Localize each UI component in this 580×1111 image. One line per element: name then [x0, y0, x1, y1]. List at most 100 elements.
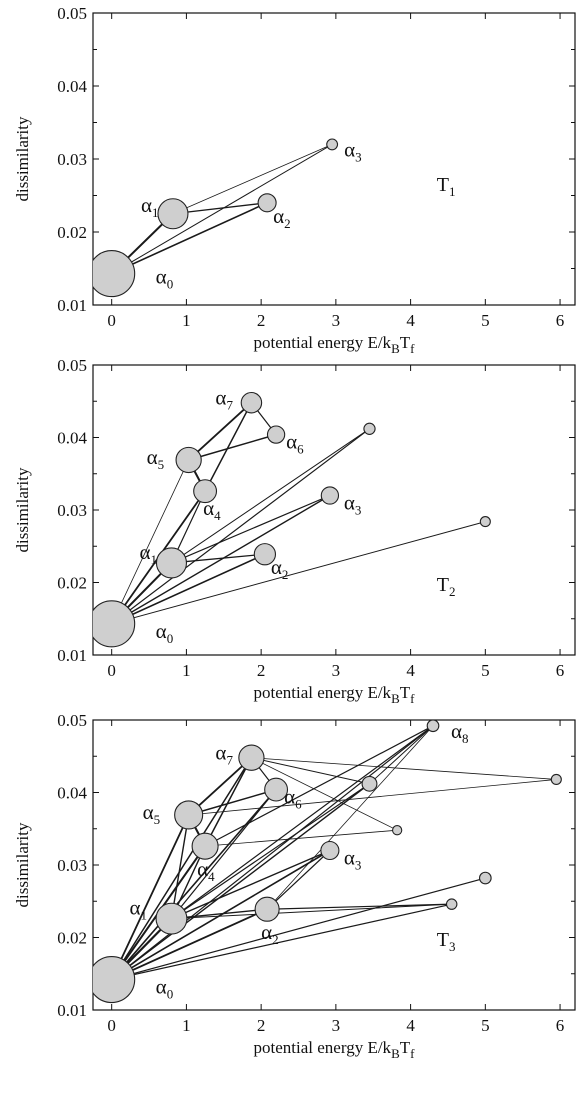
x-axis-title: potential energy E/kBTf [254, 333, 416, 356]
x-axis-title-subscript: B [391, 341, 400, 356]
x-tick-label: 4 [406, 311, 415, 330]
node-b2 [479, 516, 491, 528]
x-tick-label: 0 [107, 661, 116, 680]
plot-area [93, 138, 339, 298]
x-tick-label: 2 [257, 661, 266, 680]
y-axis-title: dissimilarity [13, 467, 32, 553]
node-a6 [264, 777, 289, 802]
edge-b1-a8 [368, 725, 434, 785]
node-label-a5-subscript: 5 [158, 457, 165, 472]
node-label-a2-symbol: α [273, 204, 284, 228]
node-label-a3: α3 [344, 846, 362, 873]
x-axis-title-subscript: B [391, 691, 400, 706]
edge-a1-a2 [172, 202, 268, 215]
x-axis-title-subscript: f [410, 1046, 415, 1061]
x-axis-title-subscript: f [410, 691, 415, 706]
node-a1 [155, 547, 188, 579]
edge-a0-b2 [111, 521, 486, 625]
node-label-a6: α6 [286, 430, 304, 457]
edge-a1-a8 [170, 725, 434, 920]
edge-a4-a8 [204, 725, 434, 847]
edge-a0-b2 [111, 877, 486, 981]
x-axis-title: potential energy E/kBTf [254, 683, 416, 706]
panel-label-subscript: 3 [449, 939, 456, 954]
node-label-a2-subscript: 2 [282, 567, 289, 582]
node-label-a5: α5 [147, 445, 165, 472]
panel-label: T2 [437, 574, 456, 599]
edge-a0-a3 [111, 143, 333, 275]
node-label-a1: α1 [141, 193, 159, 220]
node-label-a3-subscript: 3 [355, 149, 362, 164]
edge-a0-a2 [110, 908, 269, 981]
x-tick-label: 4 [406, 661, 415, 680]
y-tick-label: 0.05 [57, 356, 87, 375]
node-label-a5-symbol: α [147, 445, 158, 469]
node-label-a0-symbol: α [156, 265, 167, 289]
node-label-a3-symbol: α [344, 137, 355, 161]
x-tick-label: 6 [556, 1016, 565, 1035]
edge-a0-a2 [110, 553, 266, 625]
node-label-a0: α0 [156, 975, 174, 1002]
node-label-a1: α1 [129, 896, 147, 923]
panel-label: T1 [437, 174, 456, 199]
node-b5 [391, 825, 403, 836]
edge-a0-a6 [110, 788, 277, 981]
edge-a2-a8 [266, 725, 434, 910]
node-label-a7-subscript: 7 [226, 398, 233, 413]
node-a0 [93, 956, 136, 1004]
node-b4 [550, 773, 562, 786]
edge-a1-b1 [170, 783, 371, 920]
edge-a7-b1 [250, 757, 370, 785]
node-label-a4: α4 [197, 857, 215, 884]
node-label-a7-symbol: α [215, 386, 226, 410]
x-tick-label: 3 [332, 661, 341, 680]
x-tick-label: 0 [107, 311, 116, 330]
edge-a4-b5 [204, 829, 398, 847]
x-axis-title-subscript: B [391, 1046, 400, 1061]
node-label-a1-subscript: 1 [150, 552, 157, 567]
node-label-a8-subscript: 8 [462, 731, 469, 746]
node-label-a2-symbol: α [261, 920, 272, 944]
edge-a5-a6 [187, 433, 277, 461]
node-label-a7: α7 [215, 741, 233, 768]
node-label-a4-symbol: α [197, 857, 208, 881]
edge-a1-a3 [170, 494, 331, 564]
node-label-a0-symbol: α [156, 619, 167, 643]
node-label-a3-symbol: α [344, 491, 355, 515]
node-label-a0-subscript: 0 [167, 987, 174, 1002]
node-label-a6-subscript: 6 [295, 797, 302, 812]
x-axis-title-text: T [400, 333, 411, 352]
x-tick-label: 1 [182, 661, 191, 680]
node-a1 [157, 198, 189, 230]
plot-area [93, 391, 491, 648]
node-label-a7-subscript: 7 [226, 753, 233, 768]
y-axis-title: dissimilarity [13, 822, 32, 908]
y-tick-label: 0.04 [57, 429, 87, 448]
y-tick-label: 0.02 [57, 223, 87, 242]
node-label-a4-subscript: 4 [208, 869, 215, 884]
edge-a0-a3 [110, 849, 331, 981]
chart-panel-1: 0 1 2 3 4 5 6 0.01 0.02 0.03 0.04 0.05 potential ene… [13, 4, 576, 356]
node-label-a4: α4 [203, 496, 221, 523]
node-label-a2: α2 [261, 920, 279, 947]
node-label-a3: α3 [344, 137, 362, 164]
edge-a5-b4 [188, 779, 557, 816]
node-label-a5: α5 [143, 800, 161, 827]
edge-a2-b3 [266, 903, 453, 910]
node-label-a0-subscript: 0 [167, 277, 174, 292]
x-tick-label: 1 [182, 311, 191, 330]
node-b2 [478, 871, 492, 885]
node-label-a0: α0 [156, 619, 174, 646]
node-b1 [363, 422, 376, 435]
x-tick-label: 3 [332, 311, 341, 330]
y-tick-label: 0.04 [57, 77, 87, 96]
node-label-a1-subscript: 1 [152, 205, 159, 220]
node-a7 [240, 391, 263, 414]
edge-a0-a5 [110, 814, 190, 981]
edge-a7-b4 [251, 757, 557, 780]
node-a4 [191, 832, 219, 860]
panel-label-symbol: T [437, 574, 449, 596]
x-axis-title: potential energy E/kBTf [254, 1038, 416, 1061]
x-tick-label: 6 [556, 661, 565, 680]
node-a2 [257, 193, 277, 213]
